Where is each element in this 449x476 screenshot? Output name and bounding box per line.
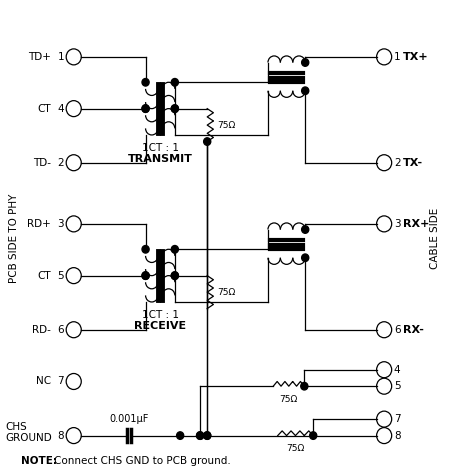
- Text: 2: 2: [57, 158, 64, 168]
- Text: 4: 4: [57, 104, 64, 114]
- Circle shape: [204, 432, 211, 439]
- Text: 6: 6: [394, 325, 401, 335]
- Text: 8: 8: [57, 431, 64, 441]
- Circle shape: [142, 246, 149, 253]
- Text: 1CT : 1: 1CT : 1: [142, 143, 179, 153]
- Text: 8: 8: [394, 431, 401, 441]
- Text: 75Ω: 75Ω: [217, 120, 235, 129]
- Text: 5: 5: [394, 381, 401, 391]
- Circle shape: [171, 272, 178, 279]
- Text: 5: 5: [57, 271, 64, 281]
- Circle shape: [310, 432, 317, 439]
- Text: TX-: TX-: [403, 158, 423, 168]
- Text: RX+: RX+: [403, 219, 429, 229]
- Text: 2: 2: [394, 158, 401, 168]
- Text: 1: 1: [57, 52, 64, 62]
- Text: 4: 4: [394, 365, 401, 375]
- Circle shape: [142, 272, 149, 279]
- Text: 1CT : 1: 1CT : 1: [142, 310, 179, 320]
- Text: GROUND: GROUND: [5, 433, 52, 443]
- Text: CHS: CHS: [5, 422, 27, 432]
- Circle shape: [301, 382, 308, 390]
- Text: NC: NC: [35, 377, 51, 387]
- Circle shape: [302, 254, 309, 261]
- Text: 0.001μF: 0.001μF: [110, 414, 149, 424]
- Circle shape: [171, 246, 178, 253]
- Text: TX+: TX+: [403, 52, 428, 62]
- Text: 75Ω: 75Ω: [217, 288, 235, 297]
- Circle shape: [142, 105, 149, 112]
- Text: 3: 3: [57, 219, 64, 229]
- Text: 1: 1: [394, 52, 401, 62]
- Circle shape: [171, 272, 178, 279]
- Text: RD+: RD+: [27, 219, 51, 229]
- Text: CT: CT: [37, 271, 51, 281]
- Circle shape: [171, 105, 178, 112]
- Circle shape: [176, 432, 184, 439]
- Text: TRANSMIT: TRANSMIT: [128, 154, 193, 164]
- Text: 3: 3: [394, 219, 401, 229]
- Circle shape: [204, 432, 211, 439]
- Text: CT: CT: [37, 104, 51, 114]
- Text: CABLE SIDE: CABLE SIDE: [430, 208, 440, 268]
- Circle shape: [171, 105, 178, 112]
- Circle shape: [204, 138, 211, 145]
- Text: 75Ω: 75Ω: [280, 395, 298, 404]
- Circle shape: [142, 105, 149, 112]
- Text: PCB SIDE TO PHY: PCB SIDE TO PHY: [9, 193, 19, 283]
- Text: TD+: TD+: [28, 52, 51, 62]
- Text: NOTE:: NOTE:: [21, 456, 57, 466]
- Text: RX-: RX-: [403, 325, 424, 335]
- Circle shape: [171, 79, 178, 86]
- Text: 7: 7: [57, 377, 64, 387]
- Text: RD-: RD-: [32, 325, 51, 335]
- Text: TD-: TD-: [33, 158, 51, 168]
- Circle shape: [197, 432, 204, 439]
- Text: Connect CHS GND to PCB ground.: Connect CHS GND to PCB ground.: [54, 456, 230, 466]
- Circle shape: [197, 432, 204, 439]
- Circle shape: [302, 87, 309, 95]
- Text: RECEIVE: RECEIVE: [134, 321, 186, 331]
- Text: 75Ω: 75Ω: [286, 444, 304, 453]
- Circle shape: [302, 226, 309, 233]
- Circle shape: [142, 79, 149, 86]
- Circle shape: [142, 272, 149, 279]
- Circle shape: [302, 59, 309, 66]
- Text: 7: 7: [394, 414, 401, 424]
- Text: 6: 6: [57, 325, 64, 335]
